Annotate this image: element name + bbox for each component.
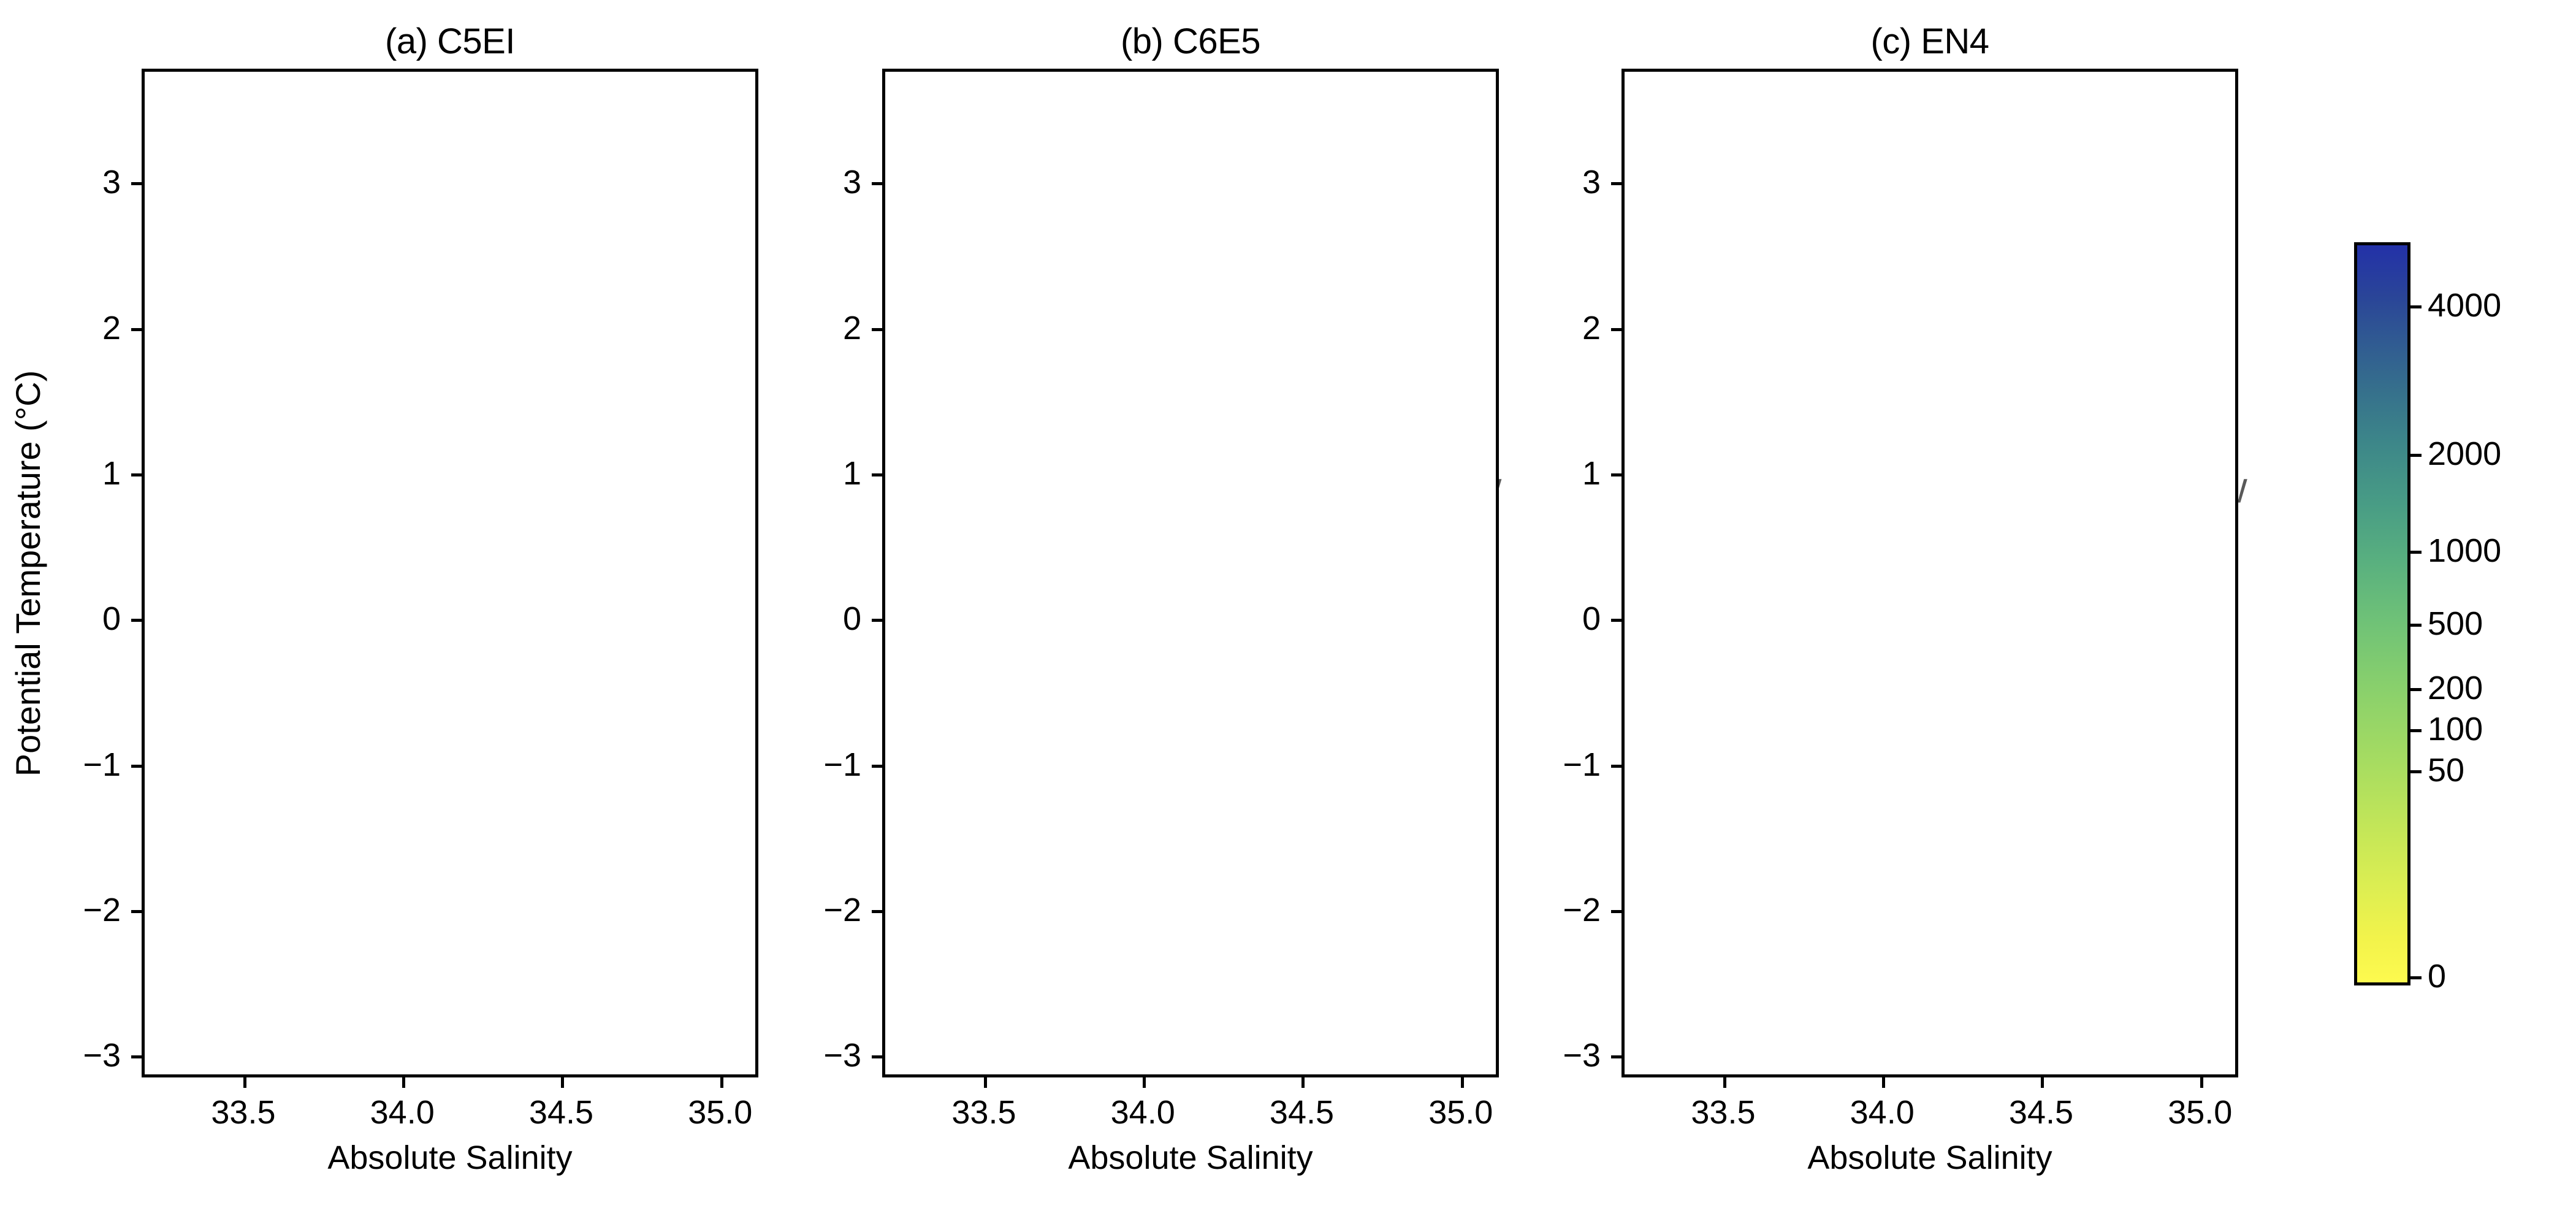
axes-frame-c5ei [142,69,758,1077]
y-tick-label: 2 [102,309,121,346]
x-axis-label: Absolute Salinity [1807,1139,2052,1176]
x-axis-label: Absolute Salinity [1068,1139,1313,1176]
x-tick [720,1077,723,1088]
y-tick [872,327,882,331]
x-tick [243,1077,246,1088]
y-tick-label: −2 [823,892,861,929]
y-tick [131,327,142,331]
y-tick-label: 0 [842,600,861,638]
x-axis-label: Absolute Salinity [327,1139,573,1176]
colorbar-tick-label: 500 [2428,605,2483,642]
y-tick-label: 0 [1582,600,1601,638]
y-tick-label: 1 [842,454,861,492]
x-tick-label: 33.5 [211,1094,276,1131]
y-tick-label: 3 [842,164,861,201]
x-tick-label: 35.0 [2168,1094,2233,1131]
axes-frame-en4 [1621,69,2238,1077]
y-tick-label: 0 [102,600,121,638]
y-tick [131,473,142,476]
y-tick [872,910,882,914]
colorbar-tick [2410,688,2422,692]
colorbar-tick-label: 2000 [2428,435,2502,473]
y-tick [1611,473,1621,476]
x-tick [1723,1077,1726,1088]
panel-c6e5: (b) C6E526.626.827.027.227.427.627.8CDWA… [823,21,1501,1176]
panel-en4: (c) EN426.626.827.027.227.427.627.8CDWAA… [1563,21,2247,1176]
x-tick [561,1077,565,1088]
y-tick-label: 1 [102,454,121,492]
y-tick-label: 3 [102,164,121,201]
x-tick [1460,1077,1464,1088]
x-tick-label: 34.5 [1269,1094,1335,1131]
colorbar-tick [2410,550,2422,554]
y-tick [1611,327,1621,331]
y-tick [872,764,882,768]
x-tick [983,1077,987,1088]
colorbar-gradient [2354,242,2410,985]
x-tick-label: 34.0 [1110,1094,1175,1131]
y-tick-label: −2 [1563,892,1601,929]
x-tick [2041,1077,2044,1088]
y-tick [872,182,882,186]
y-tick-label: 1 [1582,454,1601,492]
y-tick [1611,182,1621,186]
y-tick-label: 3 [1582,164,1601,201]
y-tick-label: −1 [823,746,861,783]
y-tick [1611,910,1621,914]
colorbar-tick [2410,305,2422,309]
x-tick [402,1077,406,1088]
y-axis-label: Potential Temperature (°C) [9,370,47,776]
y-tick [1611,1055,1621,1059]
x-tick [2200,1077,2203,1088]
panel-title-c6e5: (b) C6E5 [1120,21,1261,61]
colorbar-tick-label: 4000 [2428,287,2502,324]
colorbar-tick-label: 50 [2428,751,2465,789]
panel-c5ei: (a) C5EI26.626.827.027.227.427.627.833.5… [83,21,758,1176]
colorbar-tick-label: 100 [2428,710,2483,748]
y-tick [131,619,142,622]
y-tick [872,619,882,622]
y-tick-label: −1 [1563,746,1601,783]
y-tick-label: −3 [83,1037,121,1074]
x-tick-label: 34.5 [528,1094,594,1131]
x-tick-label: 34.0 [370,1094,435,1131]
x-tick-label: 35.0 [688,1094,753,1131]
colorbar-tick [2410,770,2422,773]
colorbar-tick-label: 200 [2428,670,2483,707]
axes-frame-c6e5 [882,69,1499,1077]
y-tick [131,1055,142,1059]
y-tick-label: −1 [83,746,121,783]
y-tick-label: −3 [1563,1037,1601,1074]
panel-title-en4: (c) EN4 [1870,21,1989,61]
y-tick [1611,619,1621,622]
colorbar-tick [2410,729,2422,732]
x-tick-label: 35.0 [1428,1094,1493,1131]
panel-title-c5ei: (a) C5EI [385,21,515,61]
y-tick [872,1055,882,1059]
x-tick-label: 33.5 [951,1094,1016,1131]
y-tick-label: −3 [823,1037,861,1074]
y-tick [1611,764,1621,768]
y-tick-label: 2 [842,309,861,346]
x-tick [1143,1077,1146,1088]
x-tick-label: 34.0 [1850,1094,1915,1131]
y-tick-label: 2 [1582,309,1601,346]
x-tick-label: 33.5 [1691,1094,1756,1131]
y-tick [131,182,142,186]
colorbar-tick-label: 0 [2428,958,2447,995]
x-tick [1882,1077,1886,1088]
y-tick [131,764,142,768]
y-tick [131,910,142,914]
x-tick-label: 34.5 [2008,1094,2074,1131]
colorbar-tick [2410,623,2422,627]
x-tick [1301,1077,1305,1088]
colorbar-tick [2410,976,2422,980]
colorbar-tick [2410,454,2422,457]
colorbar-tick-label: 1000 [2428,532,2502,569]
y-tick-label: −2 [83,892,121,929]
y-tick [872,473,882,476]
